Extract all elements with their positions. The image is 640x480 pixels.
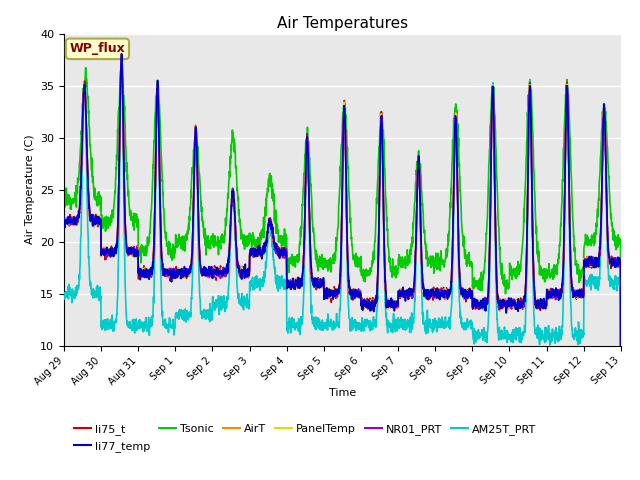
AirT bbox=[117, 52, 125, 58]
PanelTemp bbox=[584, 259, 591, 264]
NR01_PRT bbox=[371, 300, 379, 305]
NR01_PRT bbox=[568, 284, 575, 289]
AirT bbox=[359, 300, 367, 306]
li75_t bbox=[584, 259, 591, 264]
NR01_PRT bbox=[216, 270, 223, 276]
AirT bbox=[584, 257, 591, 263]
li77_temp bbox=[118, 51, 125, 57]
NR01_PRT bbox=[584, 260, 591, 265]
AM25T_PRT bbox=[371, 317, 379, 323]
PanelTemp bbox=[568, 286, 575, 291]
NR01_PRT bbox=[617, 447, 625, 453]
AirT bbox=[216, 275, 223, 281]
Legend: li75_t, li77_temp, Tsonic, AirT, PanelTemp, NR01_PRT, AM25T_PRT: li75_t, li77_temp, Tsonic, AirT, PanelTe… bbox=[70, 420, 541, 456]
li75_t bbox=[60, 215, 68, 220]
NR01_PRT bbox=[60, 218, 68, 224]
Tsonic bbox=[60, 195, 68, 201]
Y-axis label: Air Temperature (C): Air Temperature (C) bbox=[24, 135, 35, 244]
li77_temp bbox=[60, 214, 68, 219]
X-axis label: Time: Time bbox=[329, 388, 356, 398]
Tsonic bbox=[584, 232, 591, 238]
Line: AirT: AirT bbox=[64, 55, 621, 450]
Tsonic bbox=[216, 239, 223, 244]
Line: PanelTemp: PanelTemp bbox=[64, 54, 621, 450]
li77_temp bbox=[359, 307, 367, 313]
PanelTemp bbox=[617, 447, 625, 453]
AirT bbox=[568, 285, 575, 290]
li75_t bbox=[117, 52, 125, 58]
PanelTemp bbox=[371, 301, 379, 307]
Line: AM25T_PRT: AM25T_PRT bbox=[64, 51, 621, 450]
AM25T_PRT bbox=[504, 331, 512, 336]
AM25T_PRT bbox=[359, 321, 367, 326]
Line: Tsonic: Tsonic bbox=[64, 68, 621, 450]
Line: NR01_PRT: NR01_PRT bbox=[64, 55, 621, 450]
AirT bbox=[504, 299, 512, 305]
NR01_PRT bbox=[504, 301, 512, 307]
Tsonic bbox=[617, 447, 625, 453]
Text: WP_flux: WP_flux bbox=[70, 42, 125, 55]
AirT bbox=[60, 219, 68, 225]
li75_t bbox=[359, 298, 367, 304]
AirT bbox=[617, 447, 625, 453]
Tsonic bbox=[504, 286, 512, 292]
AM25T_PRT bbox=[568, 326, 575, 332]
Title: Air Temperatures: Air Temperatures bbox=[277, 16, 408, 31]
li77_temp bbox=[216, 269, 223, 275]
AM25T_PRT bbox=[617, 447, 625, 453]
Line: li77_temp: li77_temp bbox=[64, 54, 621, 450]
AM25T_PRT bbox=[216, 295, 223, 300]
NR01_PRT bbox=[118, 52, 125, 58]
Tsonic bbox=[82, 65, 90, 71]
Tsonic bbox=[359, 272, 367, 278]
Tsonic bbox=[568, 191, 575, 197]
PanelTemp bbox=[216, 271, 223, 276]
li77_temp bbox=[504, 303, 512, 309]
li75_t bbox=[504, 303, 512, 309]
li75_t bbox=[568, 287, 575, 292]
li77_temp bbox=[584, 256, 591, 262]
li77_temp bbox=[371, 303, 379, 309]
PanelTemp bbox=[504, 300, 512, 306]
li77_temp bbox=[617, 447, 625, 453]
AirT bbox=[371, 296, 379, 301]
PanelTemp bbox=[118, 51, 125, 57]
li75_t bbox=[371, 300, 379, 306]
Line: li75_t: li75_t bbox=[64, 55, 621, 450]
Tsonic bbox=[371, 238, 379, 244]
li77_temp bbox=[568, 282, 575, 288]
PanelTemp bbox=[359, 305, 367, 311]
NR01_PRT bbox=[359, 300, 367, 306]
PanelTemp bbox=[60, 215, 68, 220]
AM25T_PRT bbox=[584, 280, 591, 286]
li75_t bbox=[617, 447, 625, 453]
li75_t bbox=[216, 271, 223, 276]
AM25T_PRT bbox=[60, 290, 68, 296]
AM25T_PRT bbox=[118, 48, 125, 54]
